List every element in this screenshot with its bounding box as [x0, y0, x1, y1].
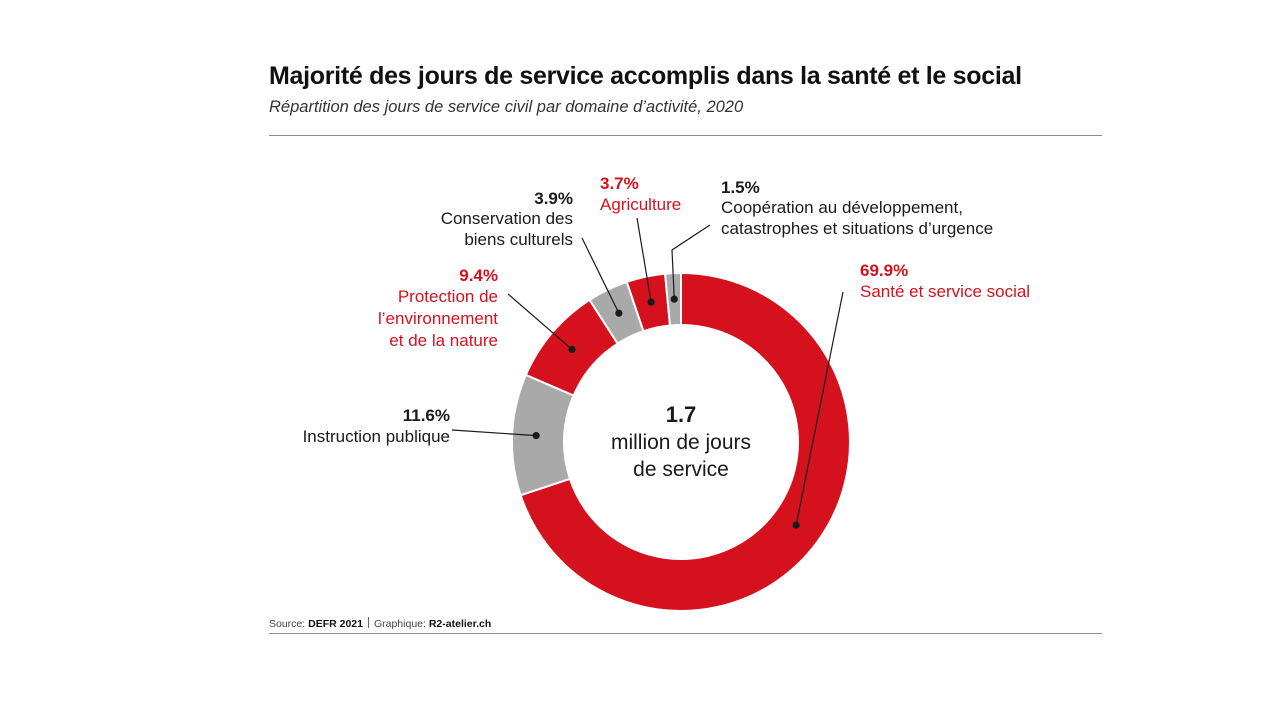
slice-pct-label-2: 11.6%: [403, 406, 450, 425]
chart-title: Majorité des jours de service accomplis …: [269, 62, 1022, 90]
leader-line-1: [795, 291, 844, 526]
slice-category-label-2: Instruction publique: [303, 427, 450, 446]
source-label: Source:: [269, 618, 306, 630]
leader-dot-3: [568, 345, 576, 354]
slice-category-label-3: l’environnement: [378, 309, 498, 328]
donut-slice-1: [519, 271, 851, 612]
chart-subtitle: Répartition des jours de service civil p…: [269, 98, 744, 116]
source-footer: Source: DEFR 2021 Graphique: R2-atelier.c…: [269, 617, 491, 630]
center-value: 1.7: [666, 402, 697, 427]
leader-dot-2: [532, 432, 540, 440]
leader-dot-4: [615, 309, 623, 317]
slice-category-label-1: Santé et service social: [860, 282, 1030, 301]
slice-category-label-3: et de la nature: [389, 331, 498, 350]
slice-category-label-4: Conservation des: [441, 209, 573, 228]
center-label-line2: de service: [633, 458, 729, 481]
leader-line-6: [671, 224, 711, 300]
slice-pct-label-5: 3.7%: [600, 174, 639, 193]
slice-category-label-5: Agriculture: [600, 195, 681, 214]
leader-dot-5: [647, 298, 655, 306]
leader-line-2: [451, 429, 537, 437]
leader-dot-1: [792, 521, 800, 529]
top-divider: [269, 135, 1102, 136]
leader-line-4: [581, 237, 620, 314]
center-label-line1: million de jours: [611, 431, 751, 454]
slice-category-label-6: Coopération au développement,: [721, 198, 963, 217]
slice-pct-label-3: 9.4%: [459, 266, 498, 285]
slice-category-label-4: biens culturels: [464, 230, 573, 249]
bottom-divider: [269, 633, 1102, 634]
leader-line-3: [507, 293, 573, 350]
slice-category-label-3: Protection de: [398, 287, 498, 306]
graphic-label: Graphique:: [373, 618, 426, 630]
slice-pct-label-1: 69.9%: [860, 261, 908, 280]
slice-pct-label-4: 3.9%: [534, 189, 573, 208]
leader-line-5: [636, 217, 652, 303]
source-value: DEFR 2021: [308, 618, 363, 630]
slice-pct-label-6: 1.5%: [721, 178, 760, 197]
slice-category-label-6: catastrophes et situations d’urgence: [721, 219, 993, 238]
graphic-value: R2-atelier.ch: [428, 618, 492, 630]
leader-dot-6: [670, 295, 678, 303]
footer-separator: [367, 617, 369, 628]
